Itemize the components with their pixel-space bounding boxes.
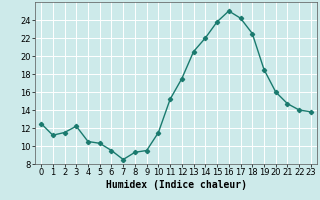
X-axis label: Humidex (Indice chaleur): Humidex (Indice chaleur): [106, 180, 246, 190]
